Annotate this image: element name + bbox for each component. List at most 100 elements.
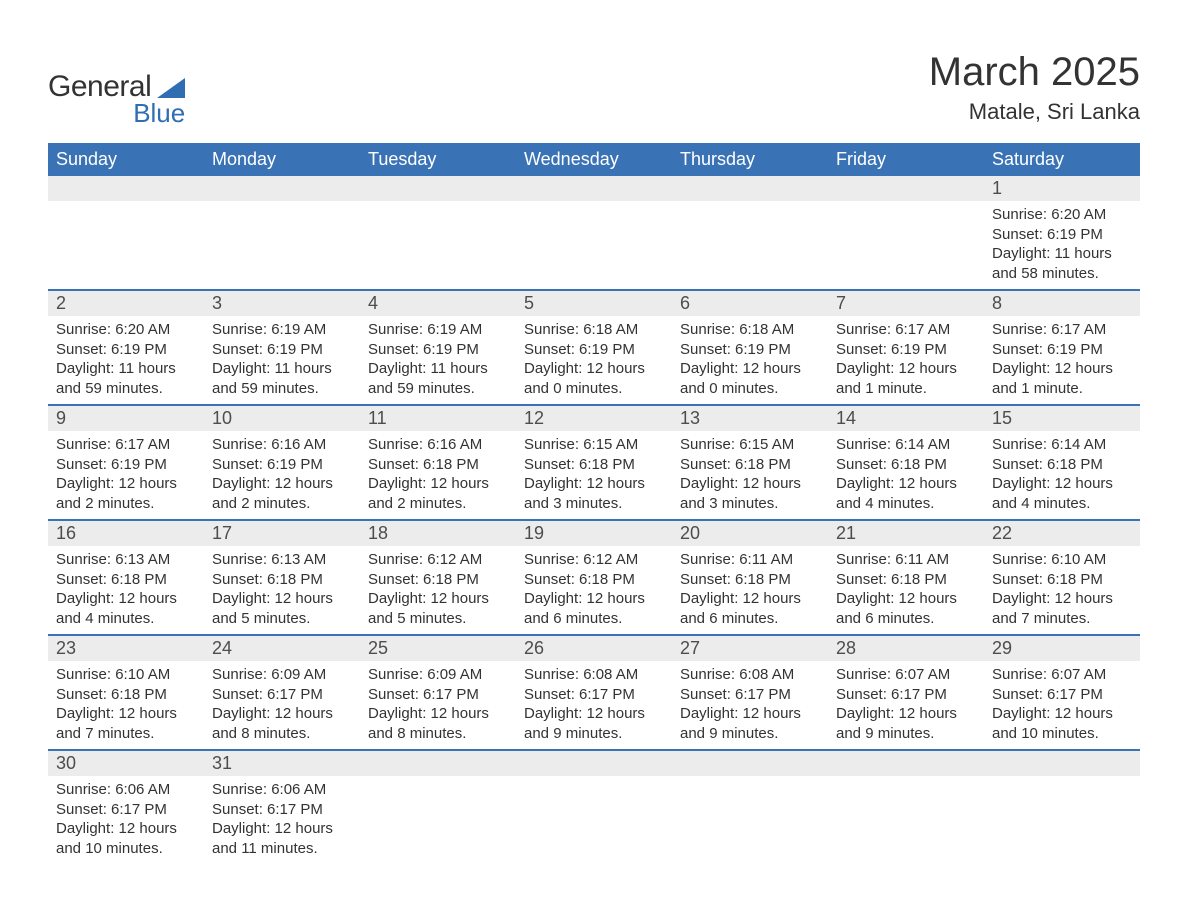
sunrise-line: Sunrise: 6:12 AM xyxy=(368,550,508,570)
day-detail-cell: Sunrise: 6:15 AMSunset: 6:18 PMDaylight:… xyxy=(516,431,672,520)
day-number: 23 xyxy=(48,636,204,661)
daylight-line: Daylight: 12 hours and 4 minutes. xyxy=(992,474,1132,513)
day-number-row: 16171819202122 xyxy=(48,520,1140,546)
weekday-header: Wednesday xyxy=(516,143,672,176)
day-number: 20 xyxy=(672,521,828,546)
daylight-line: Daylight: 11 hours and 59 minutes. xyxy=(212,359,352,398)
day-number-row: 23242526272829 xyxy=(48,635,1140,661)
day-number xyxy=(516,176,672,180)
day-number-cell: 4 xyxy=(360,290,516,316)
weekday-header: Monday xyxy=(204,143,360,176)
day-detail-cell: Sunrise: 6:10 AMSunset: 6:18 PMDaylight:… xyxy=(984,546,1140,635)
day-number xyxy=(984,751,1140,755)
day-number xyxy=(360,176,516,180)
day-detail-row: Sunrise: 6:13 AMSunset: 6:18 PMDaylight:… xyxy=(48,546,1140,635)
sunset-line: Sunset: 6:19 PM xyxy=(56,455,196,475)
daylight-line: Daylight: 12 hours and 1 minute. xyxy=(836,359,976,398)
sunset-line: Sunset: 6:17 PM xyxy=(56,800,196,820)
sunset-line: Sunset: 6:18 PM xyxy=(992,570,1132,590)
day-detail-cell xyxy=(516,776,672,864)
day-detail: Sunrise: 6:11 AMSunset: 6:18 PMDaylight:… xyxy=(828,546,984,634)
sunset-line: Sunset: 6:19 PM xyxy=(836,340,976,360)
sunset-line: Sunset: 6:18 PM xyxy=(836,570,976,590)
sunset-line: Sunset: 6:17 PM xyxy=(524,685,664,705)
day-detail-cell: Sunrise: 6:09 AMSunset: 6:17 PMDaylight:… xyxy=(360,661,516,750)
day-detail-cell: Sunrise: 6:16 AMSunset: 6:19 PMDaylight:… xyxy=(204,431,360,520)
day-number xyxy=(516,751,672,755)
day-detail-cell: Sunrise: 6:17 AMSunset: 6:19 PMDaylight:… xyxy=(48,431,204,520)
sunrise-line: Sunrise: 6:09 AM xyxy=(368,665,508,685)
day-detail-cell: Sunrise: 6:06 AMSunset: 6:17 PMDaylight:… xyxy=(48,776,204,864)
day-number-cell: 16 xyxy=(48,520,204,546)
day-number-cell: 1 xyxy=(984,176,1140,201)
day-number-cell xyxy=(360,176,516,201)
day-number-cell: 9 xyxy=(48,405,204,431)
day-detail: Sunrise: 6:08 AMSunset: 6:17 PMDaylight:… xyxy=(516,661,672,749)
day-detail: Sunrise: 6:10 AMSunset: 6:18 PMDaylight:… xyxy=(984,546,1140,634)
sunrise-line: Sunrise: 6:16 AM xyxy=(212,435,352,455)
sunset-line: Sunset: 6:17 PM xyxy=(368,685,508,705)
day-detail: Sunrise: 6:14 AMSunset: 6:18 PMDaylight:… xyxy=(828,431,984,519)
sunset-line: Sunset: 6:18 PM xyxy=(212,570,352,590)
sunset-line: Sunset: 6:18 PM xyxy=(56,570,196,590)
daylight-line: Daylight: 12 hours and 4 minutes. xyxy=(56,589,196,628)
day-detail: Sunrise: 6:08 AMSunset: 6:17 PMDaylight:… xyxy=(672,661,828,749)
sunrise-line: Sunrise: 6:11 AM xyxy=(836,550,976,570)
day-detail xyxy=(516,201,672,211)
day-number-cell: 6 xyxy=(672,290,828,316)
day-detail-cell: Sunrise: 6:06 AMSunset: 6:17 PMDaylight:… xyxy=(204,776,360,864)
day-number-cell: 17 xyxy=(204,520,360,546)
calendar-page: General Blue March 2025 Matale, Sri Lank… xyxy=(0,0,1188,918)
day-number xyxy=(48,176,204,180)
sunrise-line: Sunrise: 6:20 AM xyxy=(992,205,1132,225)
day-detail: Sunrise: 6:13 AMSunset: 6:18 PMDaylight:… xyxy=(204,546,360,634)
sunset-line: Sunset: 6:19 PM xyxy=(680,340,820,360)
day-detail-cell: Sunrise: 6:07 AMSunset: 6:17 PMDaylight:… xyxy=(828,661,984,750)
day-detail-row: Sunrise: 6:20 AMSunset: 6:19 PMDaylight:… xyxy=(48,201,1140,290)
day-detail: Sunrise: 6:17 AMSunset: 6:19 PMDaylight:… xyxy=(984,316,1140,404)
day-detail-cell: Sunrise: 6:18 AMSunset: 6:19 PMDaylight:… xyxy=(672,316,828,405)
day-detail: Sunrise: 6:11 AMSunset: 6:18 PMDaylight:… xyxy=(672,546,828,634)
day-detail-cell: Sunrise: 6:18 AMSunset: 6:19 PMDaylight:… xyxy=(516,316,672,405)
daylight-line: Daylight: 12 hours and 5 minutes. xyxy=(212,589,352,628)
brand-logo: General Blue xyxy=(48,70,185,129)
day-number-cell xyxy=(204,176,360,201)
day-number-cell: 18 xyxy=(360,520,516,546)
day-number: 1 xyxy=(984,176,1140,201)
day-number: 14 xyxy=(828,406,984,431)
day-detail-row: Sunrise: 6:06 AMSunset: 6:17 PMDaylight:… xyxy=(48,776,1140,864)
month-title: March 2025 xyxy=(929,50,1140,95)
day-number-cell xyxy=(984,750,1140,776)
day-number: 19 xyxy=(516,521,672,546)
day-number: 7 xyxy=(828,291,984,316)
day-number: 10 xyxy=(204,406,360,431)
daylight-line: Daylight: 12 hours and 0 minutes. xyxy=(524,359,664,398)
sunrise-line: Sunrise: 6:16 AM xyxy=(368,435,508,455)
day-detail xyxy=(828,201,984,211)
day-number-row: 9101112131415 xyxy=(48,405,1140,431)
day-number: 22 xyxy=(984,521,1140,546)
daylight-line: Daylight: 12 hours and 6 minutes. xyxy=(524,589,664,628)
day-detail: Sunrise: 6:07 AMSunset: 6:17 PMDaylight:… xyxy=(828,661,984,749)
day-detail-cell: Sunrise: 6:13 AMSunset: 6:18 PMDaylight:… xyxy=(48,546,204,635)
day-number: 13 xyxy=(672,406,828,431)
sunset-line: Sunset: 6:18 PM xyxy=(680,455,820,475)
day-detail-cell: Sunrise: 6:08 AMSunset: 6:17 PMDaylight:… xyxy=(672,661,828,750)
day-detail-cell: Sunrise: 6:17 AMSunset: 6:19 PMDaylight:… xyxy=(828,316,984,405)
sunrise-line: Sunrise: 6:06 AM xyxy=(212,780,352,800)
sunrise-line: Sunrise: 6:15 AM xyxy=(524,435,664,455)
day-number-cell: 20 xyxy=(672,520,828,546)
day-number: 4 xyxy=(360,291,516,316)
day-number-cell: 5 xyxy=(516,290,672,316)
day-number-cell: 10 xyxy=(204,405,360,431)
day-detail xyxy=(984,776,1140,786)
day-number: 3 xyxy=(204,291,360,316)
day-detail: Sunrise: 6:15 AMSunset: 6:18 PMDaylight:… xyxy=(516,431,672,519)
sunset-line: Sunset: 6:18 PM xyxy=(368,570,508,590)
weekday-header: Friday xyxy=(828,143,984,176)
day-number-cell: 22 xyxy=(984,520,1140,546)
day-detail xyxy=(828,776,984,786)
day-detail-cell: Sunrise: 6:08 AMSunset: 6:17 PMDaylight:… xyxy=(516,661,672,750)
weekday-header: Thursday xyxy=(672,143,828,176)
day-detail-cell xyxy=(828,201,984,290)
